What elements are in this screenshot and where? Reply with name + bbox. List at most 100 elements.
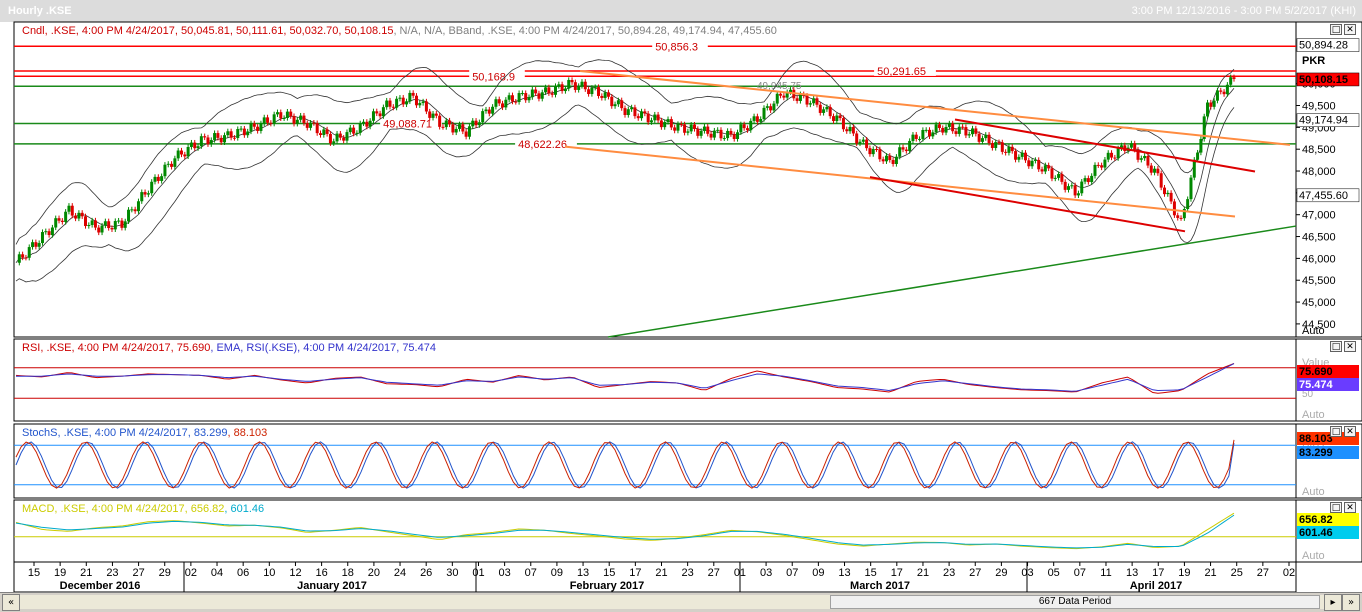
xaxis-day-label: 10 xyxy=(263,567,275,579)
candle-body xyxy=(295,119,299,124)
candle-body xyxy=(659,120,663,128)
candle-body xyxy=(726,130,730,139)
candle-body xyxy=(752,116,756,121)
candle-body xyxy=(44,231,48,233)
candle-body xyxy=(1100,165,1104,168)
candle-body xyxy=(603,92,607,98)
candle-body xyxy=(365,121,369,127)
candle-body xyxy=(590,87,594,95)
candle-body xyxy=(1149,165,1153,173)
scrollbar[interactable]: « 667 Data Period ▸ » xyxy=(0,592,1362,612)
macd-auto-button[interactable]: Auto xyxy=(1302,550,1325,562)
candle-body xyxy=(275,112,279,115)
candle-body xyxy=(292,116,296,124)
candle-body xyxy=(1073,185,1077,196)
xaxis-day-label: 16 xyxy=(315,567,327,579)
candle-body xyxy=(1225,84,1229,95)
xaxis-month-label: December 2016 xyxy=(60,580,141,592)
xaxis-day-label: 11 xyxy=(1100,567,1111,579)
candle-body xyxy=(1212,100,1216,107)
stoch-close-icon[interactable]: ✕ xyxy=(1344,426,1356,437)
candle-body xyxy=(716,129,720,131)
stoch-value-tag-text: 88.103 xyxy=(1299,433,1333,445)
scroll-last-icon[interactable]: » xyxy=(1342,594,1360,611)
chart-area[interactable]: Cndl, .KSE, 4:00 PM 4/24/2017, 50,045.81… xyxy=(0,0,1362,592)
candle-body xyxy=(593,87,597,89)
candle-body xyxy=(371,111,375,121)
candle-body xyxy=(1096,164,1100,166)
candle-body xyxy=(719,129,723,139)
candle-body xyxy=(822,109,826,113)
macd-close-icon[interactable]: ✕ xyxy=(1344,502,1356,513)
candle-body xyxy=(1176,215,1180,218)
candle-body xyxy=(338,133,342,138)
candle-body xyxy=(785,92,789,98)
candle-body xyxy=(798,94,802,101)
candle-body xyxy=(398,97,402,99)
candle-body xyxy=(438,115,442,127)
xaxis-day-label: 21 xyxy=(655,567,667,579)
candle-body xyxy=(875,148,879,150)
candle-body xyxy=(84,216,88,227)
candle-body xyxy=(424,101,428,112)
candle-body xyxy=(136,201,140,212)
candle-body xyxy=(971,128,975,135)
candle-body xyxy=(1139,158,1143,160)
rsi-restore-icon[interactable]: □ xyxy=(1330,341,1342,352)
candle-body xyxy=(1156,168,1160,174)
candle-body xyxy=(269,122,273,124)
scroll-first-icon[interactable]: « xyxy=(2,594,20,611)
candle-body xyxy=(550,93,554,95)
candle-body xyxy=(547,87,551,94)
xaxis-day-label: 17 xyxy=(629,567,641,579)
stoch-value-tag xyxy=(1297,432,1359,445)
rsi-close-icon[interactable]: ✕ xyxy=(1344,341,1356,352)
candle-body xyxy=(113,221,117,230)
price-close-icon[interactable]: ✕ xyxy=(1344,24,1356,35)
scroll-thumb[interactable]: 667 Data Period xyxy=(830,595,1320,609)
candle-body xyxy=(894,156,898,164)
candle-body xyxy=(358,123,362,133)
price-value-tag xyxy=(1296,38,1360,52)
candle-body xyxy=(1133,143,1137,150)
candle-body xyxy=(934,124,938,133)
candle-body xyxy=(328,133,332,144)
candle-body xyxy=(818,104,822,113)
candle-body xyxy=(322,129,326,136)
price-restore-icon[interactable]: □ xyxy=(1330,24,1342,35)
candle-body xyxy=(1110,152,1114,158)
macd-series-1 xyxy=(15,514,1235,549)
candle-body xyxy=(775,93,779,104)
candle-body xyxy=(855,133,859,144)
xaxis-day-label: 17 xyxy=(891,567,903,579)
xaxis-day-label: 02 xyxy=(185,567,197,579)
candle-body xyxy=(90,220,94,225)
candle-body xyxy=(990,143,994,148)
macd-restore-icon[interactable]: □ xyxy=(1330,502,1342,513)
candle-body xyxy=(534,89,538,94)
candle-body xyxy=(1162,187,1166,195)
candle-body xyxy=(610,96,614,107)
price-value-tag-text: 50,108.15 xyxy=(1299,74,1348,86)
candle-body xyxy=(520,93,524,95)
candle-body xyxy=(305,123,309,128)
price-auto-button[interactable]: Auto xyxy=(1302,325,1325,337)
candle-body xyxy=(961,126,965,128)
rsi-auto-button[interactable]: Auto xyxy=(1302,409,1325,421)
candle-body xyxy=(282,117,286,119)
price-axis-label: 47,000 xyxy=(1302,210,1336,222)
candle-body xyxy=(656,114,660,121)
candle-body xyxy=(1209,102,1213,107)
price-axis-label: 49,500 xyxy=(1302,101,1336,113)
stoch-auto-button[interactable]: Auto xyxy=(1302,486,1325,498)
candle-body xyxy=(510,95,514,102)
candle-body xyxy=(1116,148,1120,159)
macd-value-tag-text: 656.82 xyxy=(1299,514,1333,526)
stoch-restore-icon[interactable]: □ xyxy=(1330,426,1342,437)
candle-body xyxy=(355,132,359,134)
candle-body xyxy=(375,111,379,114)
scroll-next-icon[interactable]: ▸ xyxy=(1324,594,1342,611)
xaxis-day-label: 27 xyxy=(969,567,981,579)
candle-body xyxy=(841,118,845,130)
candle-body xyxy=(868,148,872,155)
